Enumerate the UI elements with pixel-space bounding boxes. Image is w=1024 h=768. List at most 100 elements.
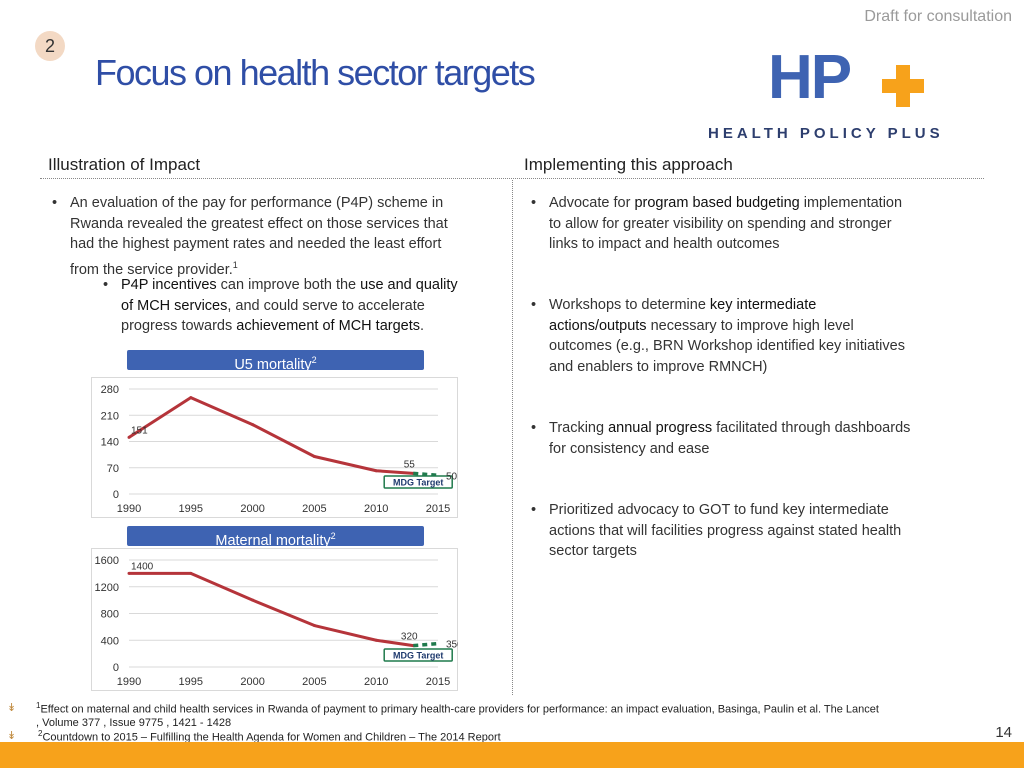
footnote-ref: 2 (330, 531, 336, 541)
footnote-arrow-icon: ↡ (7, 702, 17, 714)
right-bullet-advocacy: • Prioritized advocacy to GOT to fund ke… (531, 500, 991, 562)
y-tick-label: 1200 (95, 582, 119, 594)
logo-letters: HP (768, 43, 852, 112)
x-tick-label: 1990 (117, 503, 141, 515)
bullet-text: implementation (799, 195, 903, 211)
x-tick-label: 2015 (426, 676, 450, 688)
bullet-dot: • (531, 502, 537, 518)
bullet-line: Tracking annual progress facilitated thr… (549, 418, 991, 439)
x-tick-label: 2000 (240, 676, 264, 688)
chart-title-text: U5 mortality (234, 356, 312, 373)
logo-plus-horizontal (882, 79, 924, 93)
page-number: 14 (995, 724, 1012, 741)
heading-rule (40, 178, 984, 179)
mdg-target-label: MDG Target (393, 651, 443, 661)
u5-mortality-chart-title: U5 mortality2 (127, 350, 424, 373)
bullet-line: links to impact and health outcomes (549, 236, 780, 252)
bullet-line: from the service provider.1 (70, 255, 512, 280)
bullet-line: outcomes (e.g., BRN Workshop identified … (549, 338, 905, 354)
y-tick-label: 210 (101, 410, 119, 422)
footnote-1: 1Effect on maternal and child health ser… (36, 699, 986, 730)
bullet-text: Advocate for (549, 195, 635, 211)
highlight-text: annual progress (608, 420, 713, 436)
footnote-line: 1Effect on maternal and child health ser… (36, 699, 986, 717)
data-point (189, 571, 193, 575)
bullet-line: had the highest payment rates and needed… (70, 236, 442, 252)
footnote-marker: 2 (38, 729, 43, 738)
footnote-ref: 2 (311, 355, 317, 365)
x-tick-label: 2005 (302, 676, 326, 688)
highlight-text: key intermediate (709, 297, 817, 313)
footnote-text: Effect on maternal and child health serv… (40, 703, 879, 716)
bullet-text: Workshops to determine (549, 297, 710, 313)
x-tick-label: 2000 (240, 503, 264, 515)
data-point (374, 469, 378, 473)
highlight-text: P4P incentives (121, 277, 217, 293)
maternal-mortality-chart-title: Maternal mortality2 (127, 526, 424, 549)
bullet-line: of MCH services, and could serve to acce… (121, 296, 513, 317)
mdg-target-box (383, 475, 453, 489)
page-title: Focus on health sector targets (95, 52, 536, 93)
y-tick-label: 400 (101, 635, 119, 647)
x-tick-label: 2010 (364, 676, 388, 688)
bullet-line: Rwanda revealed the greatest effect on t… (70, 215, 448, 232)
chart-frame (91, 377, 458, 518)
footnote-ref: 1 (232, 259, 238, 270)
bullet-line: Workshops to determine key intermediate (549, 295, 991, 316)
x-tick-label: 2015 (426, 503, 450, 515)
chart-title-text: Maternal mortality (215, 532, 331, 549)
data-label: 151 (131, 425, 148, 436)
hp-logo: HP HEALTH POLICY PLUS (708, 45, 964, 145)
highlight-text: achievement of MCH targets (236, 318, 420, 334)
mdg-target-box (383, 648, 453, 662)
bullet-line: to allow for greater visibility on spend… (549, 215, 892, 232)
left-bullet-evaluation: • An evaluation of the pay for performan… (52, 193, 512, 280)
data-point (189, 396, 193, 400)
data-label: 350 (446, 640, 458, 651)
highlight-text: use and quality (360, 277, 458, 293)
right-bullet-budgeting: • Advocate for program based budgeting i… (531, 193, 991, 255)
draft-label: Draft for consultation (864, 8, 1012, 25)
x-tick-label: 2010 (364, 503, 388, 515)
mdg-target-label: MDG Target (393, 478, 443, 488)
series-line (128, 396, 414, 475)
data-label: 320 (401, 632, 418, 643)
footnote-arrow-icon: ↡ (7, 730, 17, 742)
highlight-text: actions/outputs (549, 317, 647, 334)
bullet-text: progress towards (121, 318, 237, 334)
y-tick-label: 800 (101, 609, 119, 621)
bullet-line: actions that will facilities progress ag… (549, 522, 902, 539)
right-bullet-workshops: • Workshops to determine key intermediat… (531, 295, 991, 377)
bullet-line: An evaluation of the pay for performance… (70, 195, 444, 211)
x-tick-label: 2005 (302, 503, 326, 515)
series-line (129, 571, 414, 648)
target-line (413, 471, 439, 477)
data-point (374, 638, 378, 642)
data-label: 50 (446, 471, 458, 482)
highlight-text: program based budgeting (634, 195, 800, 211)
left-column-heading: Illustration of Impact (48, 155, 201, 174)
bullet-dot: • (103, 277, 109, 293)
data-point (251, 423, 255, 427)
x-tick-label: 1995 (179, 503, 203, 515)
bullet-line: P4P incentives can improve both the use … (121, 275, 513, 296)
logo-subtitle: HEALTH POLICY PLUS (708, 125, 944, 142)
right-bullet-tracking: • Tracking annual progress facilitated t… (531, 418, 991, 459)
bullet-text: from the service provider. (70, 261, 233, 278)
column-divider (512, 180, 513, 695)
y-tick-label: 1600 (95, 555, 119, 567)
bullet-text: Tracking (549, 420, 609, 436)
bullet-line: for consistency and ease (549, 440, 710, 457)
slide-number-badge: 2 (35, 31, 65, 61)
u5-mortality-chart: 0 70 140 210 280 1990 1995 2000 2005 2010 2015 MDG … (91, 377, 458, 518)
bullet-text: can improve both the (216, 277, 361, 293)
bullet-text: necessary to improve high level (646, 317, 854, 334)
data-label: 55 (404, 459, 416, 470)
footnote-marker: 1 (36, 701, 41, 710)
bullet-line: and enablers to improve RMNCH) (549, 358, 768, 375)
target-line (413, 641, 439, 648)
y-tick-label: 140 (101, 437, 119, 449)
u5-mortality-svg: 0 70 140 210 280 1990 1995 2000 2005 2010 2015 MDG … (91, 377, 458, 518)
bullet-line: actions/outputs necessary to improve hig… (549, 316, 991, 337)
maternal-mortality-chart: 0 400 800 1200 1600 1990 1995 2000 2005 2010 2015 M… (91, 548, 458, 691)
